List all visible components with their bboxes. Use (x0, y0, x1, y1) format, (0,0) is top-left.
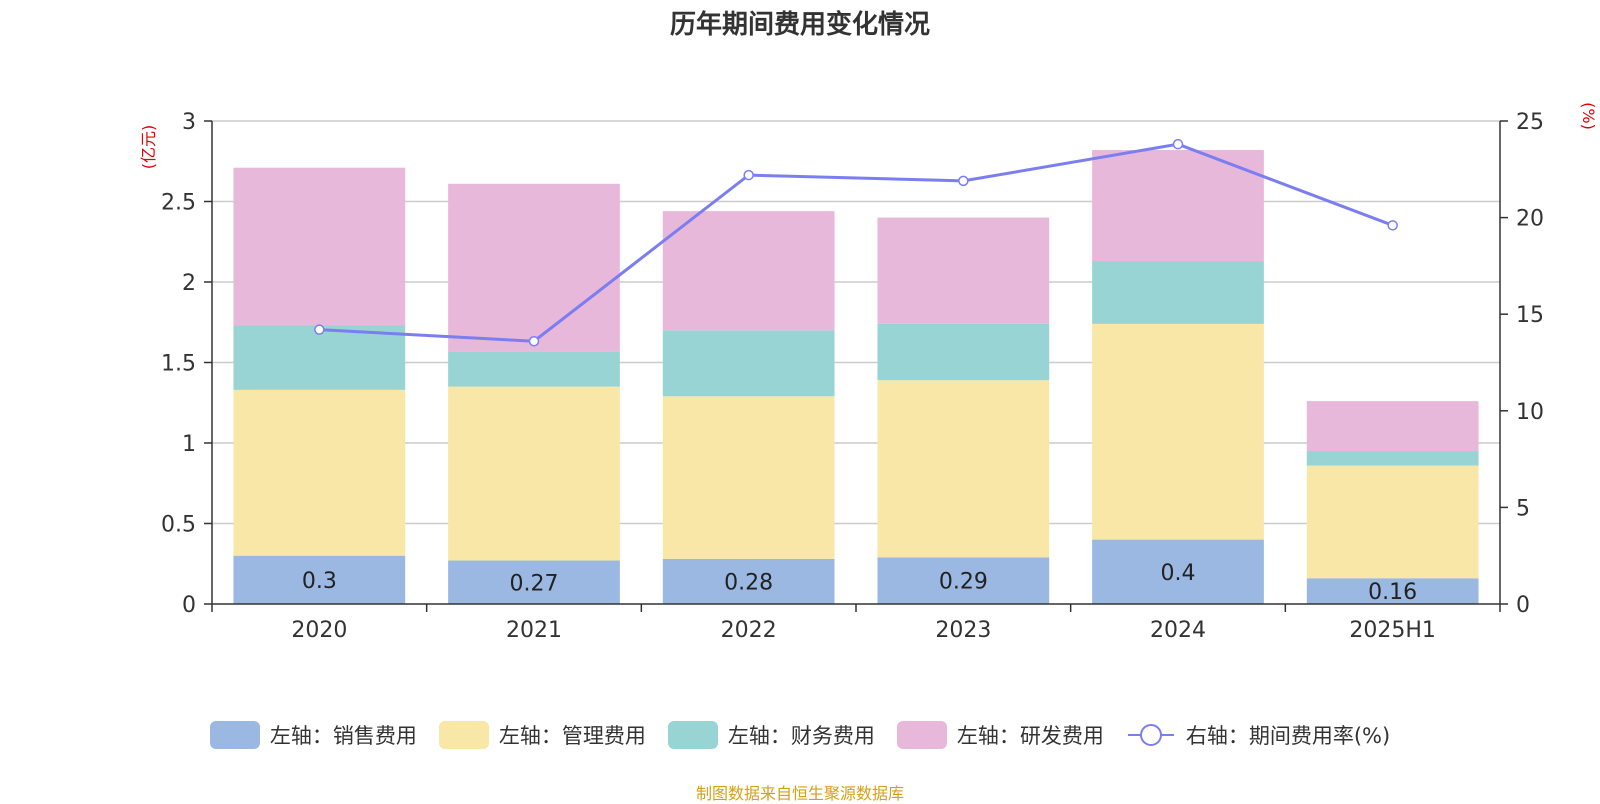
rate-point (958, 175, 969, 187)
legend-swatch-finance (667, 721, 718, 749)
bar-segment-sales (448, 560, 620, 604)
legend-item-finance[interactable]: 左轴：财务费用 (667, 720, 875, 750)
bar-data-label: 0.3 (302, 569, 337, 594)
legend-swatch-sales (209, 721, 260, 749)
bar-segment-rd (233, 167, 406, 326)
bar-segment-rd (1306, 401, 1479, 452)
y-axis-right-tick-label: 25 (1516, 110, 1544, 135)
y-axis-left-tick-label: 2 (182, 271, 196, 296)
bar-segment-finance (1306, 451, 1479, 466)
bar-segment-sales (1306, 578, 1479, 604)
rate-point (528, 335, 540, 347)
y-axis-left-tick-label: 0.5 (161, 513, 196, 538)
y-axis-left-unit-label: (亿元) (139, 125, 158, 170)
legend-label-finance: 左轴：财务费用 (727, 724, 875, 748)
bar-segment-rd (662, 211, 835, 331)
bar-segment-admin (233, 389, 406, 556)
bar-segment-rd (877, 217, 1050, 324)
x-axis-tick-label: 2020 (291, 618, 347, 643)
legend-item-admin[interactable]: 左轴：管理费用 (438, 720, 646, 750)
y-axis-left-tick-label: 0 (182, 593, 196, 618)
bar-data-label: 0.27 (510, 571, 559, 596)
bar-data-label: 0.28 (724, 570, 773, 595)
y-axis-left-tick-label: 1.5 (161, 352, 196, 377)
y-axis-right-tick-label: 10 (1516, 400, 1544, 425)
bar-segment-admin (877, 380, 1050, 558)
bar-segment-admin (448, 386, 620, 561)
y-axis-right-unit-label: (%) (1579, 102, 1598, 130)
y-axis-left-tick-label: 3 (182, 110, 196, 135)
legend-item-sales[interactable]: 左轴：销售费用 (209, 720, 417, 750)
rate-line (319, 142, 1394, 343)
bar-segment-sales (1092, 539, 1264, 604)
legend-label-sales: 左轴：销售费用 (269, 724, 417, 748)
legend-item-rd[interactable]: 左轴：研发费用 (896, 720, 1104, 750)
source-note: 制图数据来自恒生聚源数据库 (695, 784, 904, 803)
chart-legend: 左轴：销售费用 左轴：管理费用 左轴：财务费用 左轴：研发费用 右轴：期间费用率… (0, 720, 1600, 750)
y-axis-right-tick-label: 20 (1516, 207, 1544, 232)
rate-point (743, 169, 754, 181)
bar-segment-admin (662, 396, 835, 559)
rate-point (1172, 138, 1184, 150)
bar-segment-rd (1092, 149, 1264, 262)
rate-point (314, 324, 325, 335)
y-axis-right-tick-label: 5 (1516, 496, 1530, 521)
bar-data-label: 0.4 (1161, 561, 1196, 586)
chart-title: 历年期间费用变化情况 (669, 10, 930, 40)
x-axis-tick-label: 2021 (506, 618, 562, 643)
bar-data-label: 0.16 (1368, 580, 1417, 605)
legend-label-rate: 右轴：期间费用率(%) (1185, 724, 1391, 748)
y-axis-right-tick-label: 0 (1516, 593, 1530, 618)
bar-segment-finance (1092, 261, 1264, 324)
bar-segment-finance (448, 351, 620, 387)
bar-segment-admin (1306, 465, 1479, 579)
legend-swatch-admin (438, 721, 489, 749)
line-marker-icon (1127, 724, 1174, 746)
bar-segment-sales (233, 555, 406, 604)
legend-label-rd: 左轴：研发费用 (956, 724, 1104, 748)
y-axis-left-tick-label: 1 (182, 432, 196, 457)
rate-point (1387, 220, 1398, 231)
bar-segment-finance (233, 325, 406, 390)
x-axis-tick-label: 2023 (935, 618, 991, 643)
x-axis-tick-label: 2024 (1150, 618, 1206, 643)
bar-segment-admin (1092, 323, 1264, 540)
bar-segment-sales (662, 558, 835, 604)
legend-item-rate[interactable]: 右轴：期间费用率(%) (1126, 720, 1390, 750)
x-axis-tick-label: 2022 (721, 618, 777, 643)
y-axis-left-tick-label: 2.5 (161, 191, 196, 216)
bar-segment-sales (877, 557, 1050, 604)
legend-label-admin: 左轴：管理费用 (498, 724, 646, 748)
bar-data-label: 0.29 (939, 570, 988, 595)
y-axis-right-tick-label: 15 (1516, 303, 1544, 328)
x-axis-tick-label: 2025H1 (1349, 618, 1436, 643)
bar-segment-finance (662, 330, 835, 397)
bar-segment-rd (448, 183, 620, 352)
bar-segment-finance (877, 323, 1050, 381)
legend-swatch-rd (896, 721, 947, 749)
